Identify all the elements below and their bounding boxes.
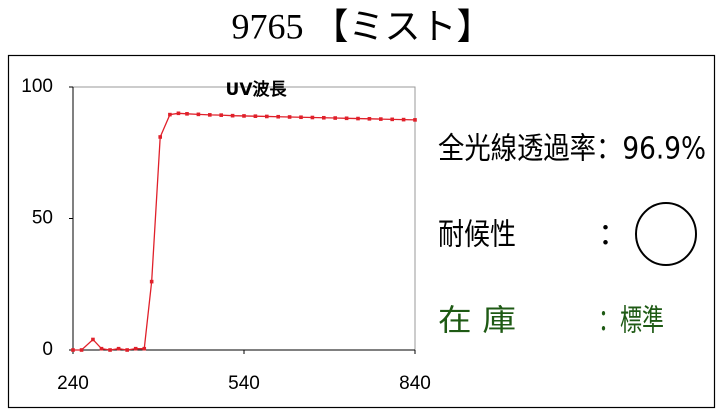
data-point (310, 115, 315, 120)
chart-title: UV波長 (226, 79, 288, 100)
data-point (208, 113, 212, 117)
x-tick-label: 240 (57, 373, 89, 394)
data-point (265, 114, 269, 119)
data-point (149, 279, 154, 284)
data-point (91, 337, 95, 342)
data-point (322, 115, 326, 120)
data-point (185, 112, 189, 116)
stock-label: 在 庫 (438, 304, 516, 339)
data-point (196, 112, 201, 117)
data-point (356, 116, 360, 121)
data-point (276, 114, 280, 119)
weather-circle (635, 202, 697, 266)
data-point (287, 115, 292, 119)
data-point (344, 116, 349, 121)
data-point (125, 348, 129, 352)
data-point (142, 346, 147, 351)
stock-value: ：標準 (598, 304, 664, 339)
page-title: 9765 【ミスト】 (231, 6, 492, 46)
card-frame (7, 54, 716, 409)
data-point (401, 117, 406, 122)
data-point (413, 118, 417, 122)
data-point (333, 116, 337, 120)
data-point (133, 346, 138, 351)
data-point (158, 135, 163, 139)
y-tick-label: 50 (32, 208, 53, 229)
data-point (168, 112, 172, 117)
weather-label: 耐候性 (438, 218, 516, 253)
y-tick-label: 100 (21, 76, 53, 97)
data-point (79, 348, 84, 352)
data-point (116, 346, 121, 351)
data-point (390, 117, 394, 122)
data-point (367, 117, 372, 121)
transmittance: 全光線透過率：96.9% (438, 132, 706, 167)
data-point (219, 113, 223, 117)
data-point (71, 348, 75, 352)
data-point (299, 115, 303, 120)
plot-frame (72, 86, 416, 351)
weather-colon: ： (598, 218, 628, 253)
data-point (253, 114, 258, 118)
data-point (242, 114, 246, 118)
data-point (99, 346, 104, 351)
data-point (108, 348, 112, 352)
y-tick-label: 0 (42, 339, 53, 360)
x-tick-label: 840 (399, 373, 431, 394)
x-tick-label: 540 (228, 373, 260, 394)
data-line (73, 112, 416, 351)
data-point (379, 117, 383, 121)
data-point (230, 113, 235, 118)
data-point (176, 111, 181, 116)
